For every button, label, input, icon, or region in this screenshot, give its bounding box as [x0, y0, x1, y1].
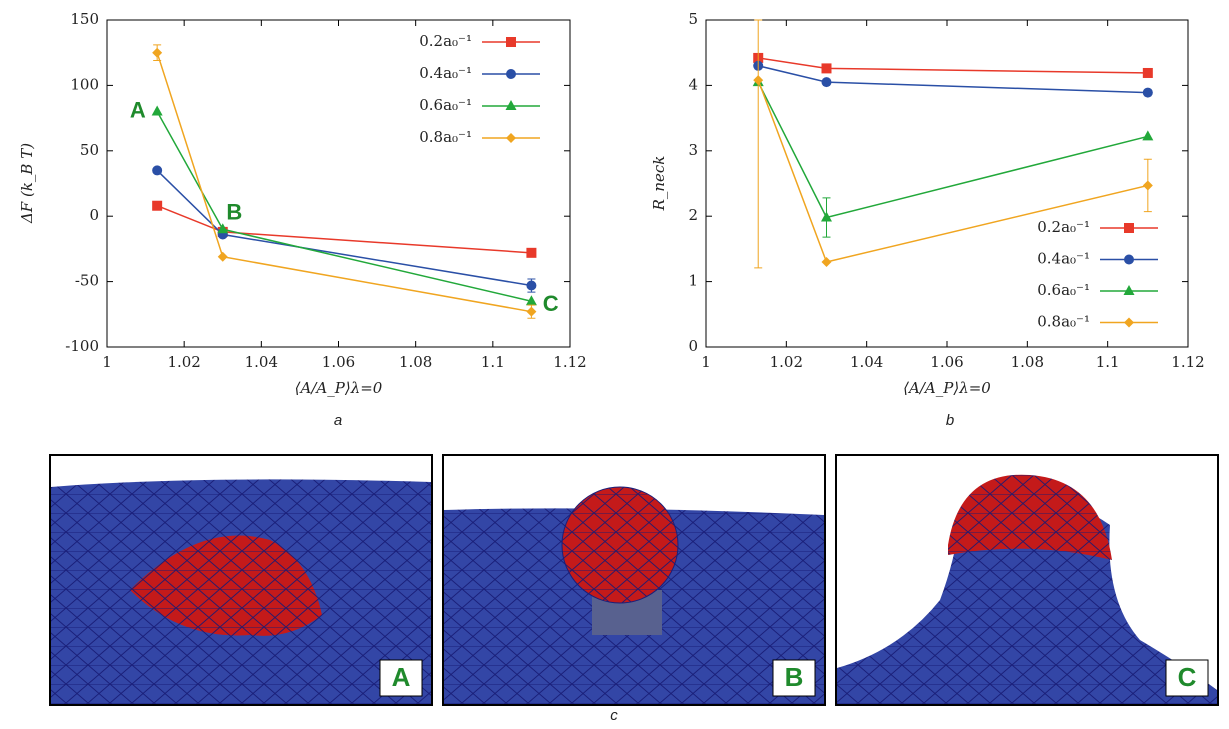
marker — [152, 165, 163, 176]
y-tick-label: 5 — [688, 10, 698, 28]
x-tick-label: 1 — [102, 353, 112, 371]
marker — [1142, 67, 1153, 78]
panel-b: B — [442, 454, 826, 706]
series-line — [156, 111, 532, 302]
y-tick-label: 3 — [688, 141, 698, 159]
caption: c — [610, 707, 618, 724]
x-tick-label: 1.02 — [770, 353, 803, 371]
legend-marker — [1124, 223, 1134, 233]
panel-label: C — [1178, 662, 1197, 692]
marker — [821, 77, 832, 88]
legend-label: 0.6a₀⁻¹ — [419, 96, 472, 114]
legend-marker — [1124, 254, 1134, 265]
x-axis-label: ⟨A/A_P⟩λ=0 — [295, 379, 383, 397]
legend-label: 0.4a₀⁻¹ — [419, 64, 472, 82]
error-bar — [754, 19, 763, 269]
legend-marker — [506, 37, 516, 47]
annotation: B — [226, 199, 242, 224]
x-tick-label: 1.1 — [1096, 353, 1120, 371]
series-line — [757, 81, 1149, 219]
legend-marker — [1124, 317, 1134, 328]
x-tick-label: 1.02 — [167, 353, 200, 371]
marker — [217, 223, 229, 234]
x-tick-label: 1.08 — [399, 353, 432, 371]
marker — [821, 256, 832, 267]
panel-a: A — [49, 454, 433, 706]
marker — [152, 200, 163, 211]
series-line — [156, 52, 532, 313]
panel-label: A — [392, 662, 411, 692]
marker — [526, 247, 537, 258]
annotation: C — [543, 291, 559, 316]
marker — [525, 295, 537, 306]
marker — [821, 211, 832, 222]
y-tick-label: 1 — [688, 272, 698, 290]
legend-label: 0.8a₀⁻¹ — [1037, 313, 1090, 331]
y-tick-label: 50 — [80, 141, 99, 159]
x-tick-label: 1.12 — [1171, 353, 1204, 371]
x-tick-label: 1.06 — [322, 353, 355, 371]
x-tick-label: 1.12 — [553, 353, 586, 371]
marker — [151, 105, 163, 116]
x-tick-label: 1.1 — [481, 353, 505, 371]
marker — [753, 75, 764, 86]
marker — [1142, 180, 1153, 191]
marker — [1142, 87, 1153, 98]
y-tick-label: 100 — [70, 75, 99, 93]
marker — [526, 306, 537, 317]
legend-label: 0.2a₀⁻¹ — [419, 32, 472, 50]
y-tick-label: 2 — [688, 206, 698, 224]
legend-label: 0.8a₀⁻¹ — [419, 128, 472, 146]
legend-marker — [506, 69, 516, 79]
panel-label: B — [785, 662, 804, 692]
y-axis-label: R_neck — [650, 156, 668, 212]
marker — [526, 280, 537, 291]
y-tick-label: -50 — [75, 272, 99, 290]
legend-label: 0.2a₀⁻¹ — [1037, 218, 1090, 236]
plot-frame — [106, 19, 571, 348]
series-line — [758, 57, 1148, 74]
legend-label: 0.6a₀⁻¹ — [1037, 281, 1090, 299]
y-tick-label: -100 — [65, 337, 99, 355]
marker — [821, 63, 832, 74]
caption: a — [334, 412, 342, 429]
legend-marker — [505, 100, 517, 110]
x-tick-label: 1 — [701, 353, 711, 371]
y-tick-label: 0 — [89, 206, 99, 224]
caption: b — [946, 412, 954, 429]
x-tick-label: 1.06 — [930, 353, 963, 371]
legend-marker — [1123, 285, 1135, 295]
y-axis-label: ΔF (k_B T) — [18, 143, 36, 224]
y-tick-label: 0 — [688, 337, 698, 355]
annotation: A — [130, 97, 146, 122]
marker — [217, 251, 228, 262]
legend-marker — [506, 133, 516, 143]
x-axis-label: ⟨A/A_P⟩λ=0 — [903, 379, 991, 397]
panel-c: C — [835, 454, 1219, 706]
x-tick-label: 1.08 — [1011, 353, 1044, 371]
x-tick-label: 1.04 — [850, 353, 883, 371]
marker — [152, 47, 163, 58]
y-tick-label: 4 — [688, 75, 698, 93]
marker — [1142, 130, 1154, 141]
y-tick-label: 150 — [70, 10, 99, 28]
legend-label: 0.4a₀⁻¹ — [1037, 250, 1090, 268]
plot-frame — [705, 19, 1189, 348]
x-tick-label: 1.04 — [245, 353, 278, 371]
